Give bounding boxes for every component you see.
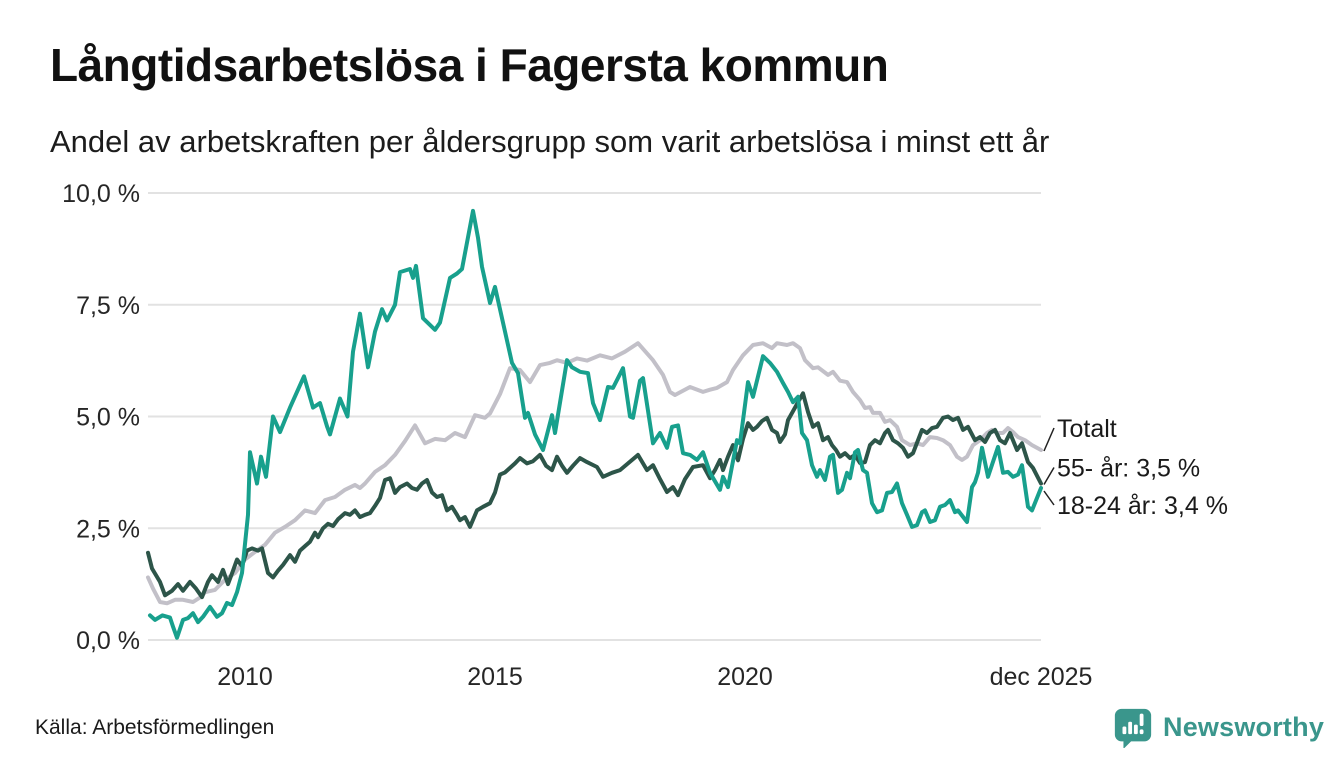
y-tick-label: 10,0 % bbox=[62, 180, 140, 208]
x-tick-label: 2010 bbox=[217, 663, 273, 691]
annotation-leader-line bbox=[1043, 467, 1055, 485]
series-end-label: Totalt bbox=[1057, 415, 1117, 443]
y-tick-label: 0,0 % bbox=[76, 627, 140, 655]
x-tick-label: dec 2025 bbox=[990, 663, 1093, 691]
x-tick-label: 2020 bbox=[717, 663, 773, 691]
x-axis-tick-labels: 2010 2015 2020 dec 2025 bbox=[217, 663, 1092, 691]
series-end-annotations: Totalt 55- år: 3,5 % 18-24 år: 3,4 % bbox=[1043, 415, 1228, 520]
y-tick-label: 7,5 % bbox=[76, 292, 140, 320]
series-lines bbox=[146, 208, 1043, 640]
chart-subtitle: Andel av arbetskraften per åldersgrupp s… bbox=[50, 124, 1050, 159]
newsworthy-wordmark: Newsworthy bbox=[1163, 711, 1325, 742]
x-tick-label: 2015 bbox=[467, 663, 523, 691]
gridlines bbox=[148, 192, 1041, 641]
chart-title: Långtidsarbetslösa i Fagersta kommun bbox=[50, 39, 889, 91]
y-tick-label: 5,0 % bbox=[76, 404, 140, 432]
annotation-leader-line bbox=[1043, 427, 1055, 452]
y-axis-tick-labels: 10,0 % 7,5 % 5,0 % 2,5 % 0,0 % bbox=[62, 180, 140, 655]
newsworthy-icon bbox=[1114, 708, 1152, 748]
series-line-55-år bbox=[146, 391, 1043, 600]
series-line-18-24-år bbox=[148, 208, 1043, 640]
y-tick-label: 2,5 % bbox=[76, 515, 140, 543]
series-end-label: 18-24 år: 3,4 % bbox=[1057, 492, 1228, 520]
series-end-label: 55- år: 3,5 % bbox=[1057, 455, 1200, 483]
source-note: Källa: Arbetsförmedlingen bbox=[35, 716, 275, 739]
annotation-leader-line bbox=[1043, 490, 1055, 506]
series-line-totalt bbox=[146, 341, 1043, 606]
newsworthy-logo: Newsworthy bbox=[1112, 706, 1324, 748]
